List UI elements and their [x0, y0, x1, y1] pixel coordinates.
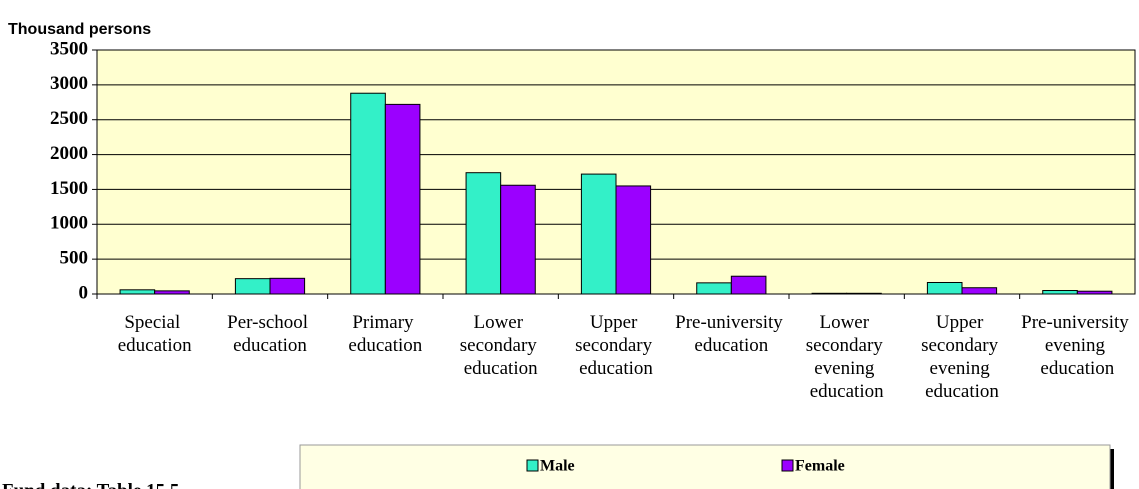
y-tick-label: 500 [60, 248, 89, 269]
bar [926, 281, 963, 295]
x-tick-label: Pre-university education [675, 312, 787, 356]
bar [811, 292, 848, 295]
y-tick-label: 2000 [50, 143, 88, 164]
y-tick-label: 3000 [50, 73, 88, 94]
x-tick-label: Upper secondary evening education [921, 312, 1003, 402]
y-tick-label: 0 [79, 282, 89, 303]
y-tick-label: 1500 [50, 178, 88, 199]
legend-label: Female [795, 458, 845, 475]
bar [961, 287, 998, 295]
bar [615, 185, 652, 295]
y-axis-label: Thousand persons [8, 21, 151, 38]
bar [696, 282, 732, 295]
bar [846, 292, 882, 295]
x-tick-label: Lower secondary education [460, 312, 542, 379]
bar [269, 277, 306, 295]
legend-label: Male [540, 458, 575, 475]
bar [350, 92, 386, 295]
y-tick-label: 1000 [50, 213, 88, 234]
bar [580, 173, 617, 295]
bar [465, 172, 502, 295]
x-tick-label: Primary education [348, 312, 422, 356]
x-tick-label: Upper secondary education [575, 312, 657, 379]
x-tick-label: Special education [118, 312, 192, 356]
bar [500, 184, 536, 295]
x-tick-label: Lower secondary evening education [806, 312, 888, 402]
legend-box [299, 444, 1111, 489]
bar [119, 289, 156, 295]
bar [234, 278, 271, 295]
bar [730, 275, 767, 295]
x-tick-label: Per-school education [227, 312, 313, 356]
bar [384, 103, 421, 295]
bar [1042, 290, 1078, 295]
bar [1076, 290, 1113, 295]
footnote: Fund data: Table 15.5 [2, 480, 179, 489]
legend-swatch [781, 459, 794, 472]
y-tick-label: 2500 [50, 108, 88, 129]
x-tick-label: Pre-university evening education [1021, 312, 1133, 379]
bar [154, 290, 190, 295]
y-tick-label: 3500 [50, 38, 88, 59]
legend-swatch [526, 459, 539, 472]
